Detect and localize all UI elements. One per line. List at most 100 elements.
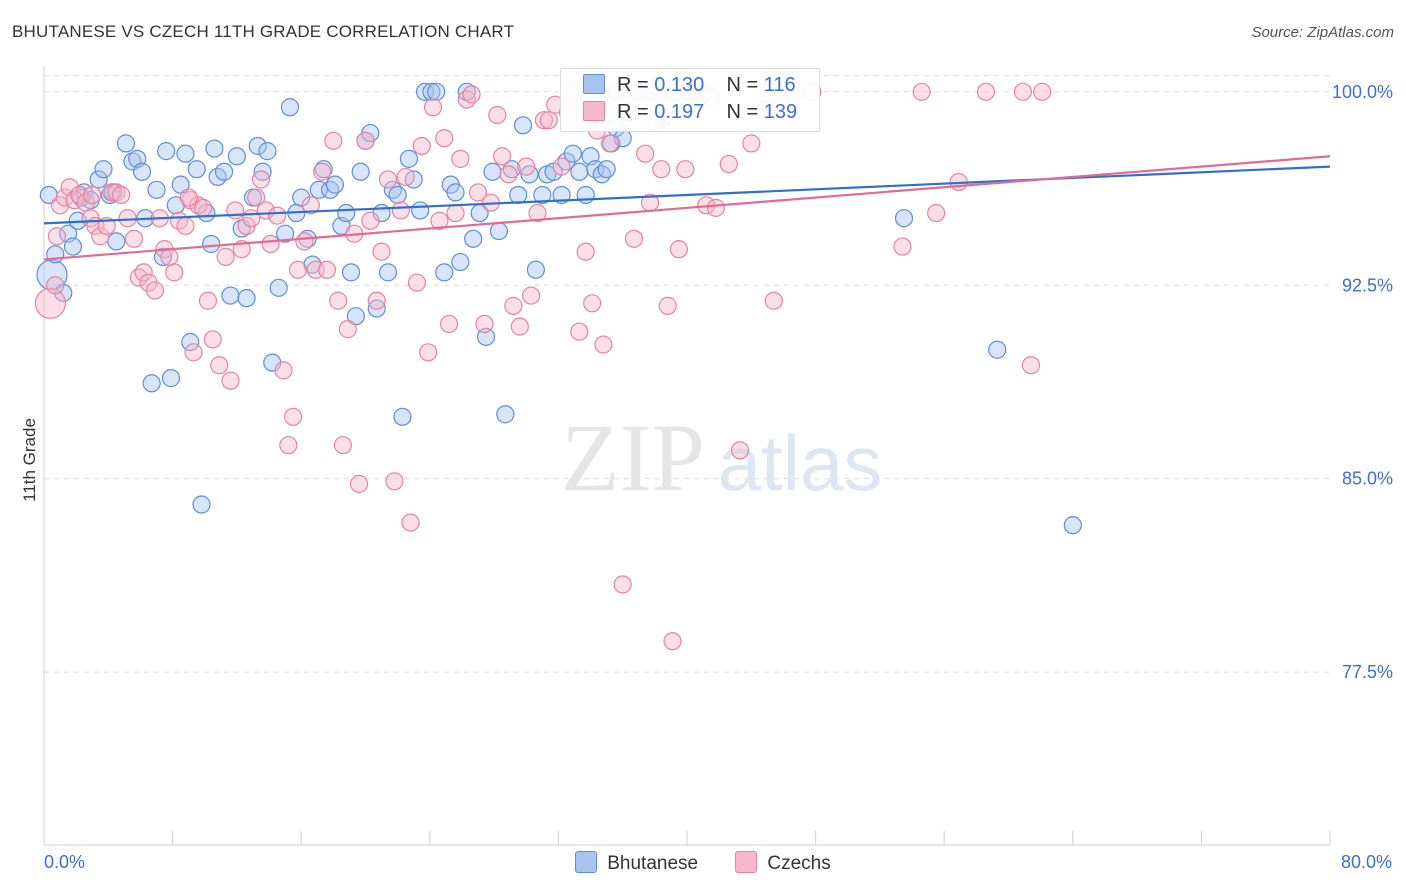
point-czechs (226, 201, 245, 220)
point-bhutanese (422, 82, 441, 101)
point-bhutanese (457, 82, 476, 101)
point-bhutanese (489, 221, 509, 241)
point-bhutanese (214, 162, 234, 181)
point-czechs (184, 343, 203, 362)
legend-label-czechs: Czechs (767, 853, 831, 874)
point-czechs (107, 183, 126, 202)
point-bhutanese (280, 98, 300, 117)
point-bhutanese (446, 183, 465, 202)
point-czechs (912, 82, 931, 101)
point-bhutanese (107, 232, 126, 251)
point-czechs (396, 167, 415, 187)
point-czechs (539, 111, 558, 130)
point-czechs (439, 314, 459, 334)
point-czechs (435, 129, 454, 148)
point-czechs (521, 286, 541, 305)
point-bhutanese (321, 180, 340, 199)
point-bhutanese (142, 374, 161, 393)
data-points (34, 82, 1082, 651)
point-bhutanese (292, 188, 311, 207)
stats-box: R = 0.130 N = 116 R = 0.197 N = 139 (560, 68, 820, 132)
r-label: R = (617, 74, 655, 96)
point-bhutanese (570, 162, 589, 181)
point-czechs (412, 136, 431, 156)
point-czechs (719, 154, 738, 174)
point-czechs (112, 185, 131, 205)
point-bhutanese (393, 407, 412, 426)
point-bhutanese (894, 209, 914, 228)
point-bhutanese (388, 185, 407, 205)
point-czechs (194, 198, 213, 217)
point-czechs (179, 188, 198, 207)
watermark-zip: ZIP (561, 404, 705, 511)
point-bhutanese (161, 369, 181, 388)
y-tick-label: 92.5% (1342, 275, 1393, 295)
point-czechs (430, 211, 449, 230)
trend-line-bhutanese (43, 165, 1331, 225)
point-czechs (378, 170, 398, 189)
point-czechs (663, 632, 682, 651)
point-bhutanese (483, 162, 502, 181)
point-bhutanese (147, 180, 166, 199)
legend-swatch-czechs (735, 851, 758, 873)
y-axis-label: 11th Grade (20, 418, 39, 502)
point-bhutanese (171, 175, 190, 194)
point-bhutanese (509, 185, 528, 205)
point-bhutanese (157, 142, 176, 161)
point-czechs (247, 188, 266, 207)
n-value-czechs: 139 (763, 101, 798, 123)
point-czechs (279, 436, 298, 455)
point-czechs (189, 196, 208, 215)
point-czechs (210, 356, 229, 375)
point-czechs (764, 291, 783, 310)
point-bhutanese (337, 203, 356, 223)
point-bhutanese (63, 237, 83, 256)
point-czechs (475, 314, 494, 334)
point-bhutanese (533, 185, 552, 205)
point-czechs (324, 131, 343, 150)
point-czechs (552, 157, 571, 176)
point-czechs (216, 247, 235, 266)
trend-line-czechs (43, 155, 1331, 261)
point-czechs (401, 513, 420, 532)
point-czechs (742, 134, 761, 153)
stats-row-bhutanese: R = 0.130 N = 116 (583, 74, 796, 100)
point-bhutanese (496, 405, 515, 424)
point-bhutanese (227, 147, 246, 166)
point-czechs (329, 291, 348, 310)
point-bhutanese (205, 139, 224, 158)
point-czechs (1013, 82, 1033, 101)
point-bhutanese (325, 175, 345, 194)
point-czechs (317, 260, 337, 279)
legend-label-bhutanese: Bhutanese (607, 853, 699, 874)
r-value-bhutanese: 0.130 (654, 74, 705, 96)
point-bhutanese (411, 201, 430, 220)
point-czechs (356, 131, 375, 150)
point-bhutanese (383, 180, 402, 199)
point-czechs (468, 183, 488, 202)
legend-item-czechs[interactable]: Czechs (735, 851, 831, 875)
point-bhutanese (378, 263, 398, 282)
point-bhutanese (592, 165, 611, 184)
point-bhutanese (451, 252, 470, 272)
point-czechs (636, 144, 655, 163)
point-bhutanese (89, 170, 108, 189)
point-bhutanese (153, 247, 173, 266)
point-czechs (349, 474, 369, 493)
point-czechs (198, 291, 218, 310)
point-czechs (385, 472, 404, 491)
axes (43, 66, 1331, 846)
point-czechs (457, 90, 476, 109)
legend-item-bhutanese[interactable]: Bhutanese (575, 851, 698, 875)
point-czechs (493, 147, 512, 166)
point-czechs (134, 263, 153, 282)
point-czechs (583, 294, 602, 313)
point-bhutanese (221, 286, 240, 305)
point-czechs (730, 441, 750, 460)
r-label: R = (617, 101, 655, 123)
point-bhutanese (597, 160, 616, 179)
point-czechs (251, 170, 271, 189)
point-bhutanese (563, 144, 582, 163)
trend-lines (43, 155, 1331, 261)
